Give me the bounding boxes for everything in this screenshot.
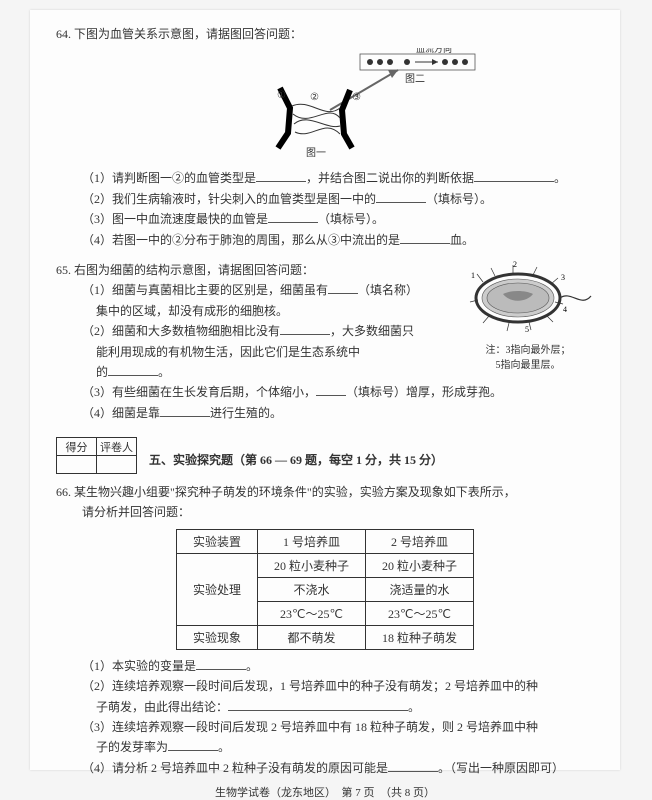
t-r5c2: 都不萌发 bbox=[257, 625, 365, 649]
q66-p3a: （3）连续培养观察一段时间后发现 2 号培养皿中有 18 粒种子萌发，则 2 号… bbox=[56, 717, 594, 737]
fig-note2: 5指向最里层。 bbox=[462, 356, 594, 371]
q66-p1: （1）本实验的变量是。 bbox=[56, 656, 594, 676]
q65-p2-blank1[interactable] bbox=[280, 324, 330, 335]
q65-p3-blank[interactable] bbox=[316, 386, 346, 397]
svg-text:3: 3 bbox=[561, 273, 565, 282]
q66-p2b: 子萌发，由此得出结论：。 bbox=[56, 697, 594, 717]
svg-text:4: 4 bbox=[563, 305, 567, 314]
q65-p3: （3）有些细菌在生长发育后期，个体缩小，（填标号）增厚，形成芽孢。 bbox=[56, 382, 594, 402]
t-r2c3: 20 粒小麦种子 bbox=[366, 553, 474, 577]
t-r1c3: 2 号培养皿 bbox=[366, 529, 474, 553]
svg-text:5: 5 bbox=[525, 325, 529, 334]
t-r2c1: 实验处理 bbox=[176, 553, 257, 625]
t-r4c2: 23℃～25℃ bbox=[257, 601, 365, 625]
page-footer: 生物学试卷（龙东地区） 第 7 页 （共 8 页） bbox=[56, 784, 594, 800]
q64-p3-blank[interactable] bbox=[268, 212, 318, 223]
score-h1: 得分 bbox=[57, 438, 97, 456]
svg-text:2: 2 bbox=[513, 260, 517, 269]
q66-stem-a: 66. 某生物兴趣小组要"探究种子萌发的环境条件"的实验，实验方案及现象如下表所… bbox=[56, 482, 594, 502]
q64-p4-blank[interactable] bbox=[400, 233, 450, 244]
q66-p4: （4）请分析 2 号培养皿中 2 粒种子没有萌发的原因可能是。（写出一种原因即可… bbox=[56, 758, 594, 778]
t-r3c3: 浇适量的水 bbox=[366, 577, 474, 601]
q65-p4-blank[interactable] bbox=[160, 406, 210, 417]
q66-stem-b: 请分析并回答问题： bbox=[56, 502, 594, 522]
fig1-caption: 图一 bbox=[306, 147, 326, 158]
svg-text:③: ③ bbox=[352, 92, 361, 103]
t-r1c1: 实验装置 bbox=[176, 529, 257, 553]
fig2-label: 血流方向 bbox=[416, 48, 452, 54]
q66-p2-blank[interactable] bbox=[228, 700, 408, 711]
q65-p1-blank[interactable] bbox=[328, 284, 358, 295]
q64-p2: （2）我们生病输液时，针尖刺入的血管类型是图一中的（填标号）。 bbox=[56, 189, 594, 209]
grader-cell[interactable] bbox=[97, 456, 137, 474]
q64-p1: （1）请判断图一②的血管类型是，并结合图二说出你的判断依据。 bbox=[56, 168, 594, 188]
q66-p3b: 子的发芽率为。 bbox=[56, 737, 594, 757]
svg-text:②: ② bbox=[310, 92, 319, 103]
q64-p2-blank[interactable] bbox=[376, 192, 426, 203]
svg-text:①: ① bbox=[277, 90, 286, 101]
fig2-caption: 图二 bbox=[405, 73, 425, 85]
q66-p3-blank[interactable] bbox=[168, 741, 218, 752]
q66-p1-blank[interactable] bbox=[196, 659, 246, 670]
fig2-group: 血流方向 图二 bbox=[360, 48, 475, 85]
q65-p4: （4）细菌是靠进行生殖的。 bbox=[56, 403, 594, 423]
q66-p4-blank[interactable] bbox=[388, 761, 438, 772]
q65-figure: 1 2 3 4 5 注：3指向最外层； 5指向最里层。 bbox=[454, 260, 594, 371]
q64-p1-blank1[interactable] bbox=[256, 172, 306, 183]
q65-p2-blank2[interactable] bbox=[108, 365, 158, 376]
fig-note1: 注：3指向最外层； bbox=[462, 341, 594, 356]
t-r5c1: 实验现象 bbox=[176, 625, 257, 649]
q66-table: 实验装置 1 号培养皿 2 号培养皿 实验处理 20 粒小麦种子 20 粒小麦种… bbox=[176, 529, 474, 650]
q64-p4: （4）若图一中的②分布于肺泡的周围，那么从③中流出的是血。 bbox=[56, 230, 594, 250]
q64-stem: 64. 下图为血管关系示意图，请据图回答问题： bbox=[56, 24, 594, 44]
section5-row: 得分评卷人 五、实验探究题（第 66 — 69 题，每空 1 分，共 15 分） bbox=[56, 437, 594, 474]
t-r5c3: 18 粒种子萌发 bbox=[366, 625, 474, 649]
q66-p2a: （2）连续培养观察一段时间后发现，1 号培养皿中的种子没有萌发；2 号培养皿中的… bbox=[56, 676, 594, 696]
fig1-group: ① ② ③ 图一 bbox=[277, 88, 361, 158]
svg-text:1: 1 bbox=[471, 271, 475, 280]
t-r3c2: 不浇水 bbox=[257, 577, 365, 601]
q64-p1-blank2[interactable] bbox=[474, 172, 554, 183]
t-r1c2: 1 号培养皿 bbox=[257, 529, 365, 553]
q64-figures: 血流方向 图二 ① ② ③ 图一 bbox=[56, 48, 594, 162]
q64-p3: （3）图一中血流速度最快的血管是（填标号）。 bbox=[56, 209, 594, 229]
t-r2c2: 20 粒小麦种子 bbox=[257, 553, 365, 577]
score-cell[interactable] bbox=[57, 456, 97, 474]
score-box: 得分评卷人 bbox=[56, 437, 137, 474]
score-h2: 评卷人 bbox=[97, 438, 137, 456]
t-r4c3: 23℃～25℃ bbox=[366, 601, 474, 625]
